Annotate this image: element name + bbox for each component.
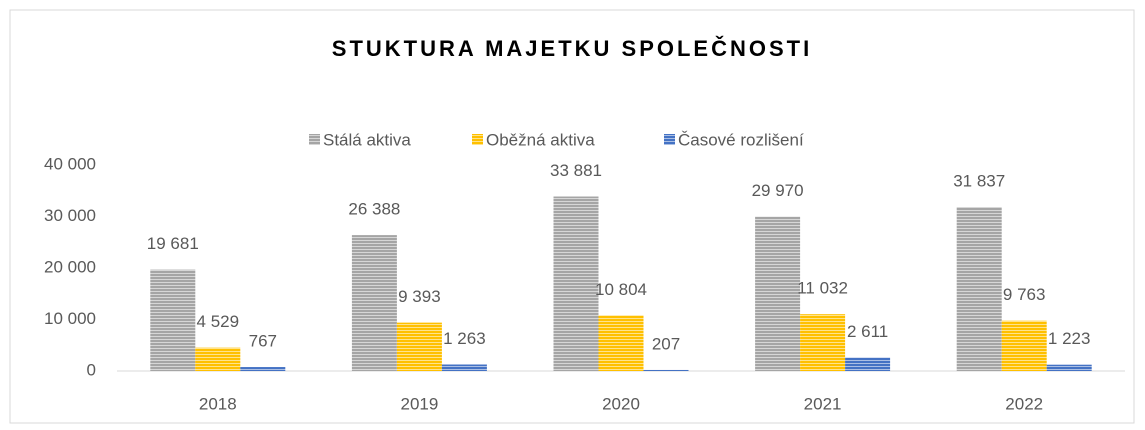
x-tick-label: 2020 [602, 394, 640, 413]
chart-title: STUKTURA MAJETKU SPOLEČNOSTI [332, 36, 812, 61]
value-label: 4 529 [197, 312, 240, 331]
y-tick-label: 0 [87, 360, 96, 379]
value-label: 9 763 [1003, 285, 1046, 304]
value-label: 33 881 [550, 161, 602, 180]
legend-swatch [309, 134, 320, 145]
bar [150, 269, 196, 371]
value-label: 2 611 [847, 322, 888, 341]
value-label: 11 032 [797, 279, 848, 298]
y-tick-label: 20 000 [44, 257, 96, 276]
bar [1046, 364, 1092, 371]
bar [800, 314, 846, 371]
bar [351, 235, 397, 371]
legend-label: Oběžná aktiva [486, 130, 595, 149]
y-tick-label: 10 000 [44, 309, 96, 328]
bar [396, 322, 442, 371]
bar [553, 196, 599, 371]
value-label: 19 681 [147, 234, 199, 253]
legend-label: Stálá aktiva [323, 130, 411, 149]
value-label: 29 970 [752, 181, 804, 200]
legend-label: Časové rozlišení [678, 130, 804, 149]
value-label: 10 804 [595, 280, 647, 299]
value-label: 9 393 [398, 287, 441, 306]
value-label: 31 837 [953, 172, 1005, 191]
legend-swatch [472, 134, 483, 145]
bar [195, 347, 241, 371]
value-label: 207 [652, 334, 680, 353]
value-label: 1 263 [443, 329, 486, 348]
value-label: 767 [249, 332, 277, 351]
x-tick-label: 2021 [804, 394, 842, 413]
bar [441, 364, 487, 371]
bar [845, 357, 891, 371]
bar [643, 369, 689, 371]
bar [1001, 320, 1047, 371]
x-tick-label: 2022 [1005, 394, 1043, 413]
bar [755, 216, 801, 371]
value-label: 1 223 [1048, 329, 1091, 348]
bar [956, 207, 1002, 371]
x-tick-label: 2019 [400, 394, 438, 413]
y-tick-label: 40 000 [44, 154, 96, 173]
x-tick-label: 2018 [199, 394, 237, 413]
bar [240, 367, 286, 371]
value-label: 26 388 [348, 200, 400, 219]
y-tick-label: 30 000 [44, 206, 96, 225]
bar [598, 315, 644, 371]
legend-swatch [664, 134, 675, 145]
